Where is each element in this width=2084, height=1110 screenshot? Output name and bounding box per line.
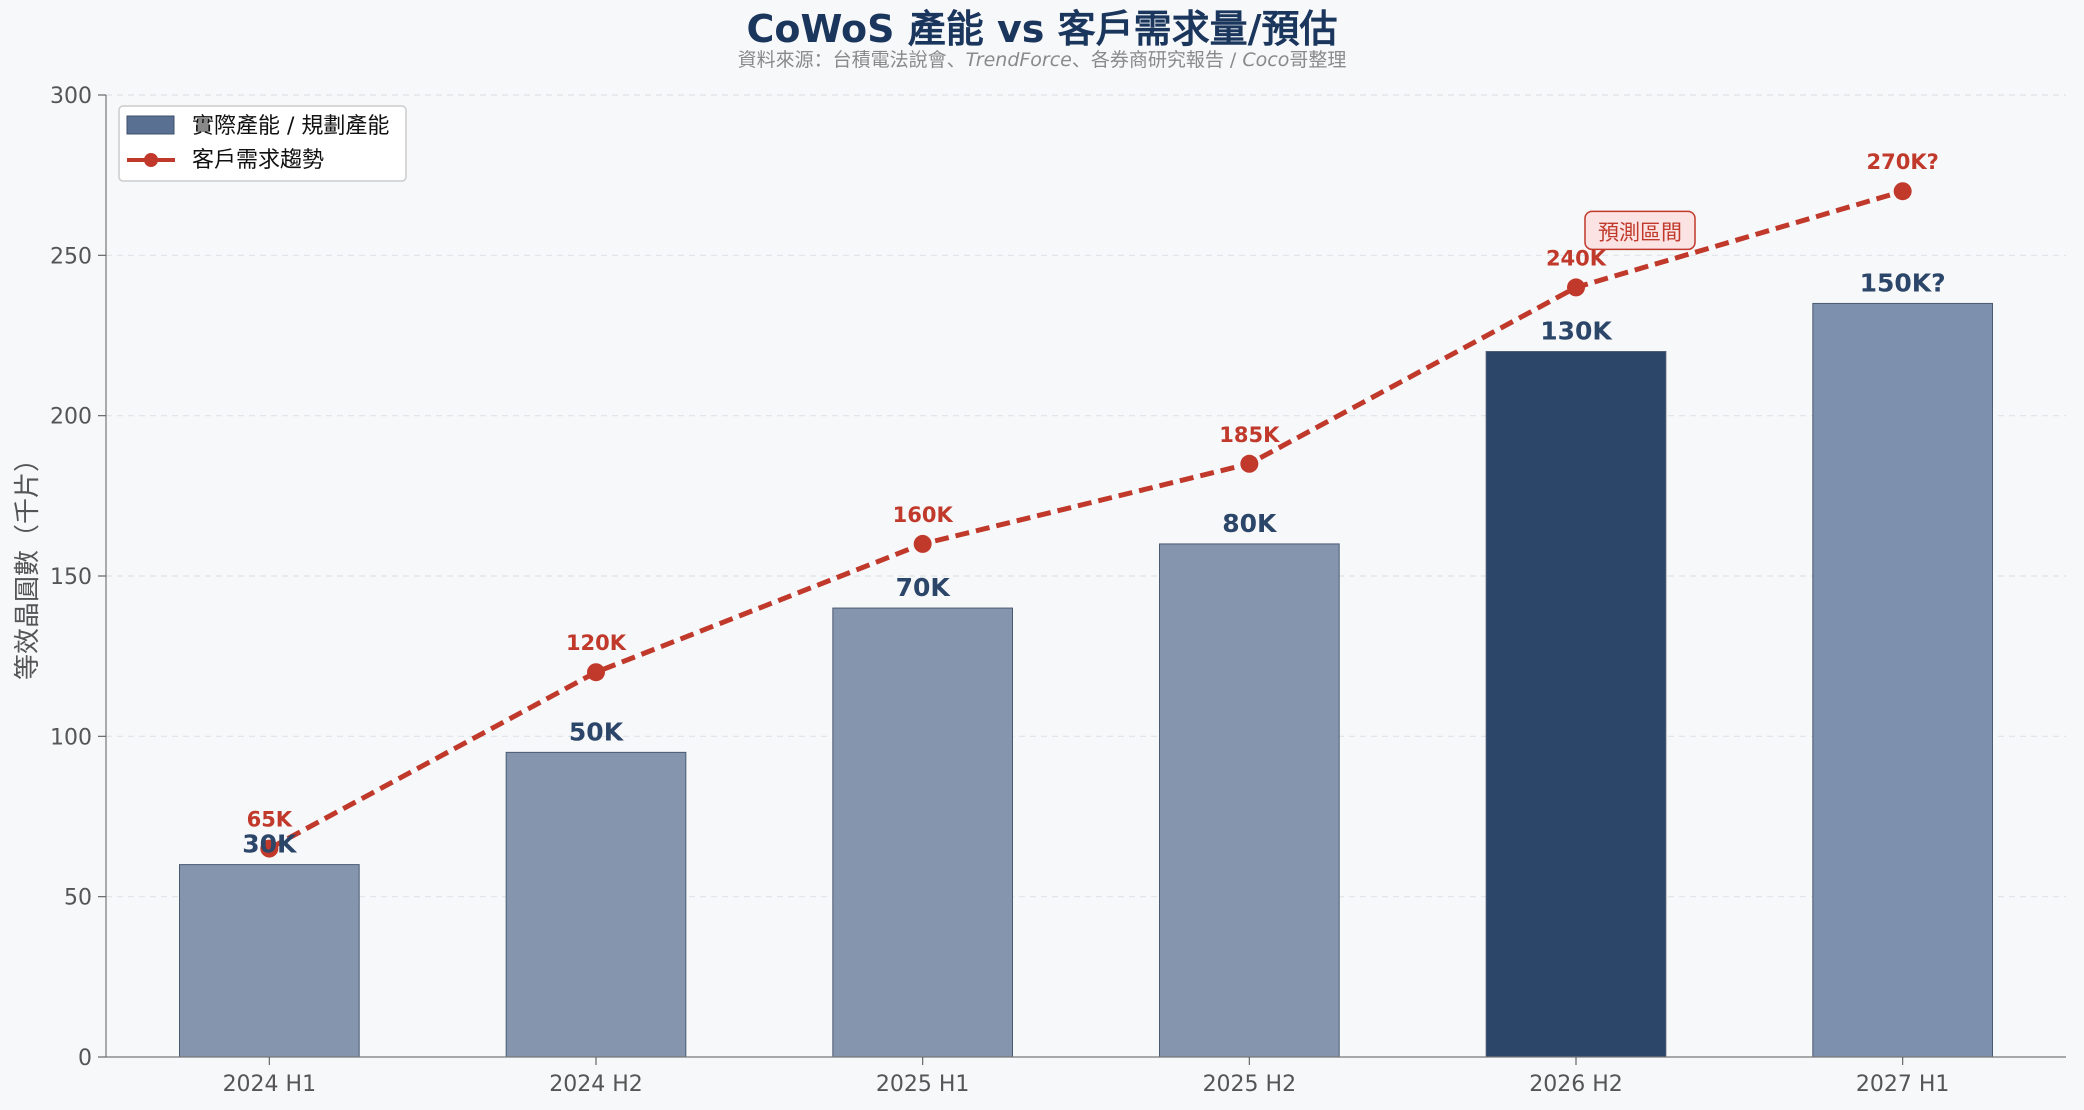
x-tick-label: 2027 H1 <box>1856 1072 1950 1097</box>
demand-point <box>1893 182 1912 201</box>
demand-point <box>913 534 932 553</box>
annotation-label: 預測區間 <box>1598 220 1682 244</box>
demand-point-label: 120K <box>566 631 627 655</box>
x-tick-label: 2025 H1 <box>876 1072 970 1097</box>
line-value-labels: 65K 120K 160K 185K 240K 270K? <box>247 150 1939 831</box>
forecast-annotation: 預測區間 <box>1584 210 1696 251</box>
demand-point-label: 185K <box>1219 423 1280 447</box>
demand-line <box>268 188 1904 851</box>
x-axis-ticks: 2024 H1 2024 H2 2025 H1 2025 H2 2026 H2 2027 … <box>223 1057 1950 1097</box>
y-tick-label: 0 <box>78 1046 92 1071</box>
capacity-bar-label: 130K <box>1540 317 1613 346</box>
legend-swatch-capacity <box>126 115 175 135</box>
capacity-bar-label: 80K <box>1222 509 1278 538</box>
subtitle-part: TrendForce <box>966 49 1072 71</box>
demand-point <box>260 839 279 858</box>
capacity-bar <box>1485 351 1667 1058</box>
chart-subtitle: 資料來源：台積電法說會、TrendForce、各券商研究報告 / Coco哥整理 <box>738 49 1347 71</box>
y-axis-label: 等效晶圓數（千片） <box>13 446 43 680</box>
demand-point <box>587 663 605 682</box>
capacity-bar <box>832 607 1013 1058</box>
capacity-bar-label: 30K <box>242 830 298 859</box>
subtitle-part: 哥整理 <box>1289 49 1346 71</box>
demand-point <box>1567 278 1585 297</box>
demand-point <box>1240 454 1259 473</box>
subtitle-part: 資料來源：台積電法說會、 <box>738 49 966 71</box>
x-tick-label: 2024 H2 <box>549 1072 643 1097</box>
demand-point-label: 65K <box>247 808 293 832</box>
y-tick-label: 150 <box>50 565 92 590</box>
grid-lines <box>106 94 2066 898</box>
subtitle-part: Coco <box>1242 49 1289 71</box>
x-tick-label: 2026 H2 <box>1529 1072 1623 1097</box>
legend-label-demand: 客戶需求趨勢 <box>192 148 324 173</box>
y-axis-ticks: 0 50 100 150 200 250 300 <box>50 84 106 1071</box>
subtitle-part: 、各券商研究報告 / <box>1072 49 1242 71</box>
x-tick-label: 2024 H1 <box>223 1072 317 1097</box>
capacity-bar-label: 150K? <box>1860 268 1946 297</box>
y-tick-label: 300 <box>50 84 92 109</box>
capacity-bar <box>179 864 360 1058</box>
legend-box <box>118 105 407 182</box>
annotation-box <box>1584 210 1696 251</box>
legend-swatch-demand-marker <box>144 153 158 167</box>
bar-series <box>179 302 1994 1058</box>
capacity-bar-label: 70K <box>896 573 952 602</box>
y-tick-label: 100 <box>50 725 92 750</box>
y-tick-label: 200 <box>50 405 92 430</box>
y-tick-label: 50 <box>64 886 92 911</box>
y-tick-label: 250 <box>50 244 92 269</box>
demand-point-label: 160K <box>893 503 954 527</box>
chart-title: CoWoS 產能 vs 客戶需求量/預估 <box>747 7 1338 51</box>
bar-value-labels: 30K 50K 70K 80K 130K 150K? <box>242 268 1945 858</box>
x-tick-label: 2025 H2 <box>1203 1072 1297 1097</box>
capacity-bar <box>1159 543 1340 1058</box>
capacity-bar <box>505 751 687 1058</box>
legend-label-capacity: 實際產能 / 規劃產能 <box>192 114 389 139</box>
demand-point-label: 270K? <box>1867 150 1939 174</box>
capacity-bar-label: 50K <box>569 717 625 746</box>
demand-point-label: 240K <box>1546 246 1607 270</box>
capacity-bar <box>1812 302 1994 1058</box>
demand-line-series <box>260 182 1912 858</box>
legend: 實際產能 / 規劃產能 客戶需求趨勢 <box>118 105 407 182</box>
